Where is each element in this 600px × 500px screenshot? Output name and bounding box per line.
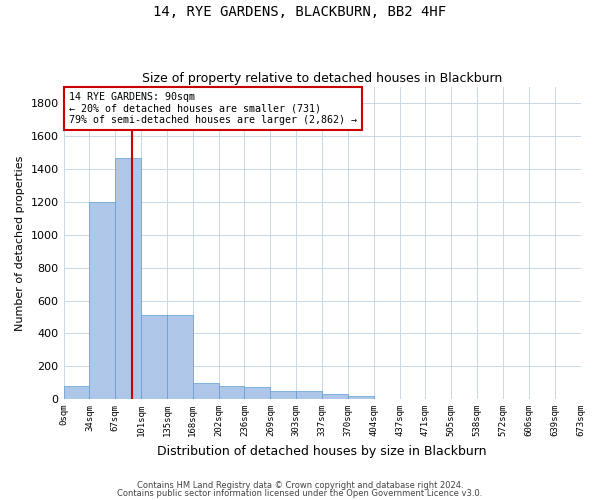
- Bar: [322, 394, 348, 399]
- Bar: [167, 316, 193, 399]
- Bar: [193, 382, 218, 399]
- Y-axis label: Number of detached properties: Number of detached properties: [15, 156, 25, 330]
- Bar: [141, 316, 167, 399]
- Bar: [271, 391, 296, 399]
- Bar: [348, 396, 374, 399]
- X-axis label: Distribution of detached houses by size in Blackburn: Distribution of detached houses by size …: [157, 444, 487, 458]
- Text: 14, RYE GARDENS, BLACKBURN, BB2 4HF: 14, RYE GARDENS, BLACKBURN, BB2 4HF: [154, 5, 446, 19]
- Bar: [64, 386, 89, 399]
- Text: Contains public sector information licensed under the Open Government Licence v3: Contains public sector information licen…: [118, 488, 482, 498]
- Bar: [89, 202, 115, 399]
- Title: Size of property relative to detached houses in Blackburn: Size of property relative to detached ho…: [142, 72, 502, 85]
- Bar: [296, 391, 322, 399]
- Text: 14 RYE GARDENS: 90sqm
← 20% of detached houses are smaller (731)
79% of semi-det: 14 RYE GARDENS: 90sqm ← 20% of detached …: [69, 92, 357, 125]
- Bar: [115, 158, 141, 399]
- Bar: [244, 386, 271, 399]
- Bar: [218, 386, 244, 399]
- Text: Contains HM Land Registry data © Crown copyright and database right 2024.: Contains HM Land Registry data © Crown c…: [137, 481, 463, 490]
